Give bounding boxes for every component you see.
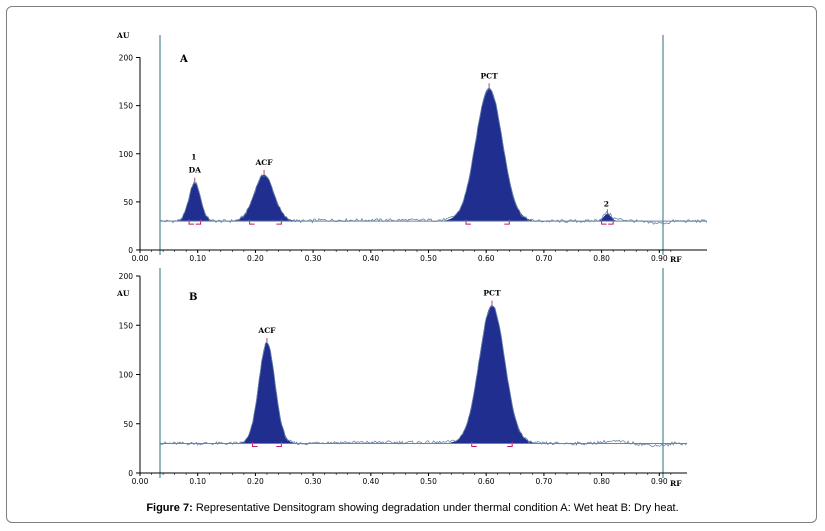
x-tick-label: 0.70: [536, 477, 553, 486]
y-tick-label: 150: [119, 102, 134, 111]
y-axis-title: AU: [116, 31, 130, 40]
x-axis-title: RF: [670, 255, 682, 264]
x-tick-label: 0.30: [305, 477, 322, 486]
caption-text: Representative Densitogram showing degra…: [195, 502, 679, 514]
x-tick-label: 0.00: [132, 477, 149, 486]
x-tick-label: 0.80: [593, 477, 610, 486]
y-tick-label: 100: [119, 371, 134, 380]
peak-label: PCT: [480, 71, 498, 80]
peak-pct: [451, 305, 533, 444]
panel-label: A: [179, 54, 188, 65]
x-tick-label: 0.50: [420, 477, 437, 486]
x-tick-label: 0.10: [189, 254, 206, 263]
peak-acf: [232, 174, 296, 222]
x-tick-label: 0.60: [478, 477, 495, 486]
y-tick-label: 50: [123, 420, 133, 429]
x-tick-label: 0.90: [651, 254, 668, 263]
x-tick-label: 0.30: [305, 254, 322, 263]
caption-label: Figure 7:: [146, 502, 193, 514]
panel-label: B: [189, 292, 197, 303]
x-tick-label: 0.90: [651, 477, 668, 486]
x-tick-label: 0.40: [362, 254, 379, 263]
peak-label: PCT: [483, 289, 501, 298]
signal-trace: [159, 88, 708, 225]
y-tick-label: 200: [119, 272, 134, 281]
x-tick-label: 0.10: [189, 477, 206, 486]
x-tick-label: 0.80: [593, 254, 610, 263]
y-tick-label: 0: [128, 246, 133, 255]
y-tick-label: 100: [119, 150, 134, 159]
x-tick-label: 0.60: [478, 254, 495, 263]
peak-label: ACF: [254, 158, 273, 167]
chart-panel-a: 0 50 100 150 200 0.00 0.10 0.20 0.30 0.40 0.50 0.60…: [116, 31, 708, 264]
y-tick-label: 50: [123, 198, 133, 207]
peak-acf: [240, 342, 294, 444]
y-axis-title: AU: [116, 289, 130, 298]
x-tick-label: 0.70: [536, 254, 553, 263]
y-tick-label: 200: [119, 54, 134, 63]
figure-frame: [6, 6, 817, 523]
figure-caption: Figure 7: Representative Densitogram sho…: [0, 502, 825, 514]
peak-label: DA: [189, 166, 202, 175]
peak-label: ACF: [257, 326, 276, 335]
chart-panel-b: 0 50 100 150 200 0.00 0.10 0.20 0.30 0.40 0.50 0.60…: [116, 268, 688, 488]
x-tick-label: 0.00: [132, 254, 149, 263]
x-tick-label: 0.40: [362, 477, 379, 486]
x-tick-label: 0.20: [247, 477, 264, 486]
peak-pct: [446, 87, 532, 222]
peak-da: [176, 182, 214, 222]
y-tick-label: 150: [119, 321, 134, 330]
y-tick-label: 0: [128, 469, 133, 478]
peak-number: 1: [191, 153, 196, 162]
peak-number: 2: [604, 199, 609, 208]
x-tick-label: 0.20: [247, 254, 264, 263]
x-axis-title: RF: [670, 479, 682, 488]
x-tick-label: 0.50: [420, 254, 437, 263]
signal-trace: [159, 305, 688, 448]
